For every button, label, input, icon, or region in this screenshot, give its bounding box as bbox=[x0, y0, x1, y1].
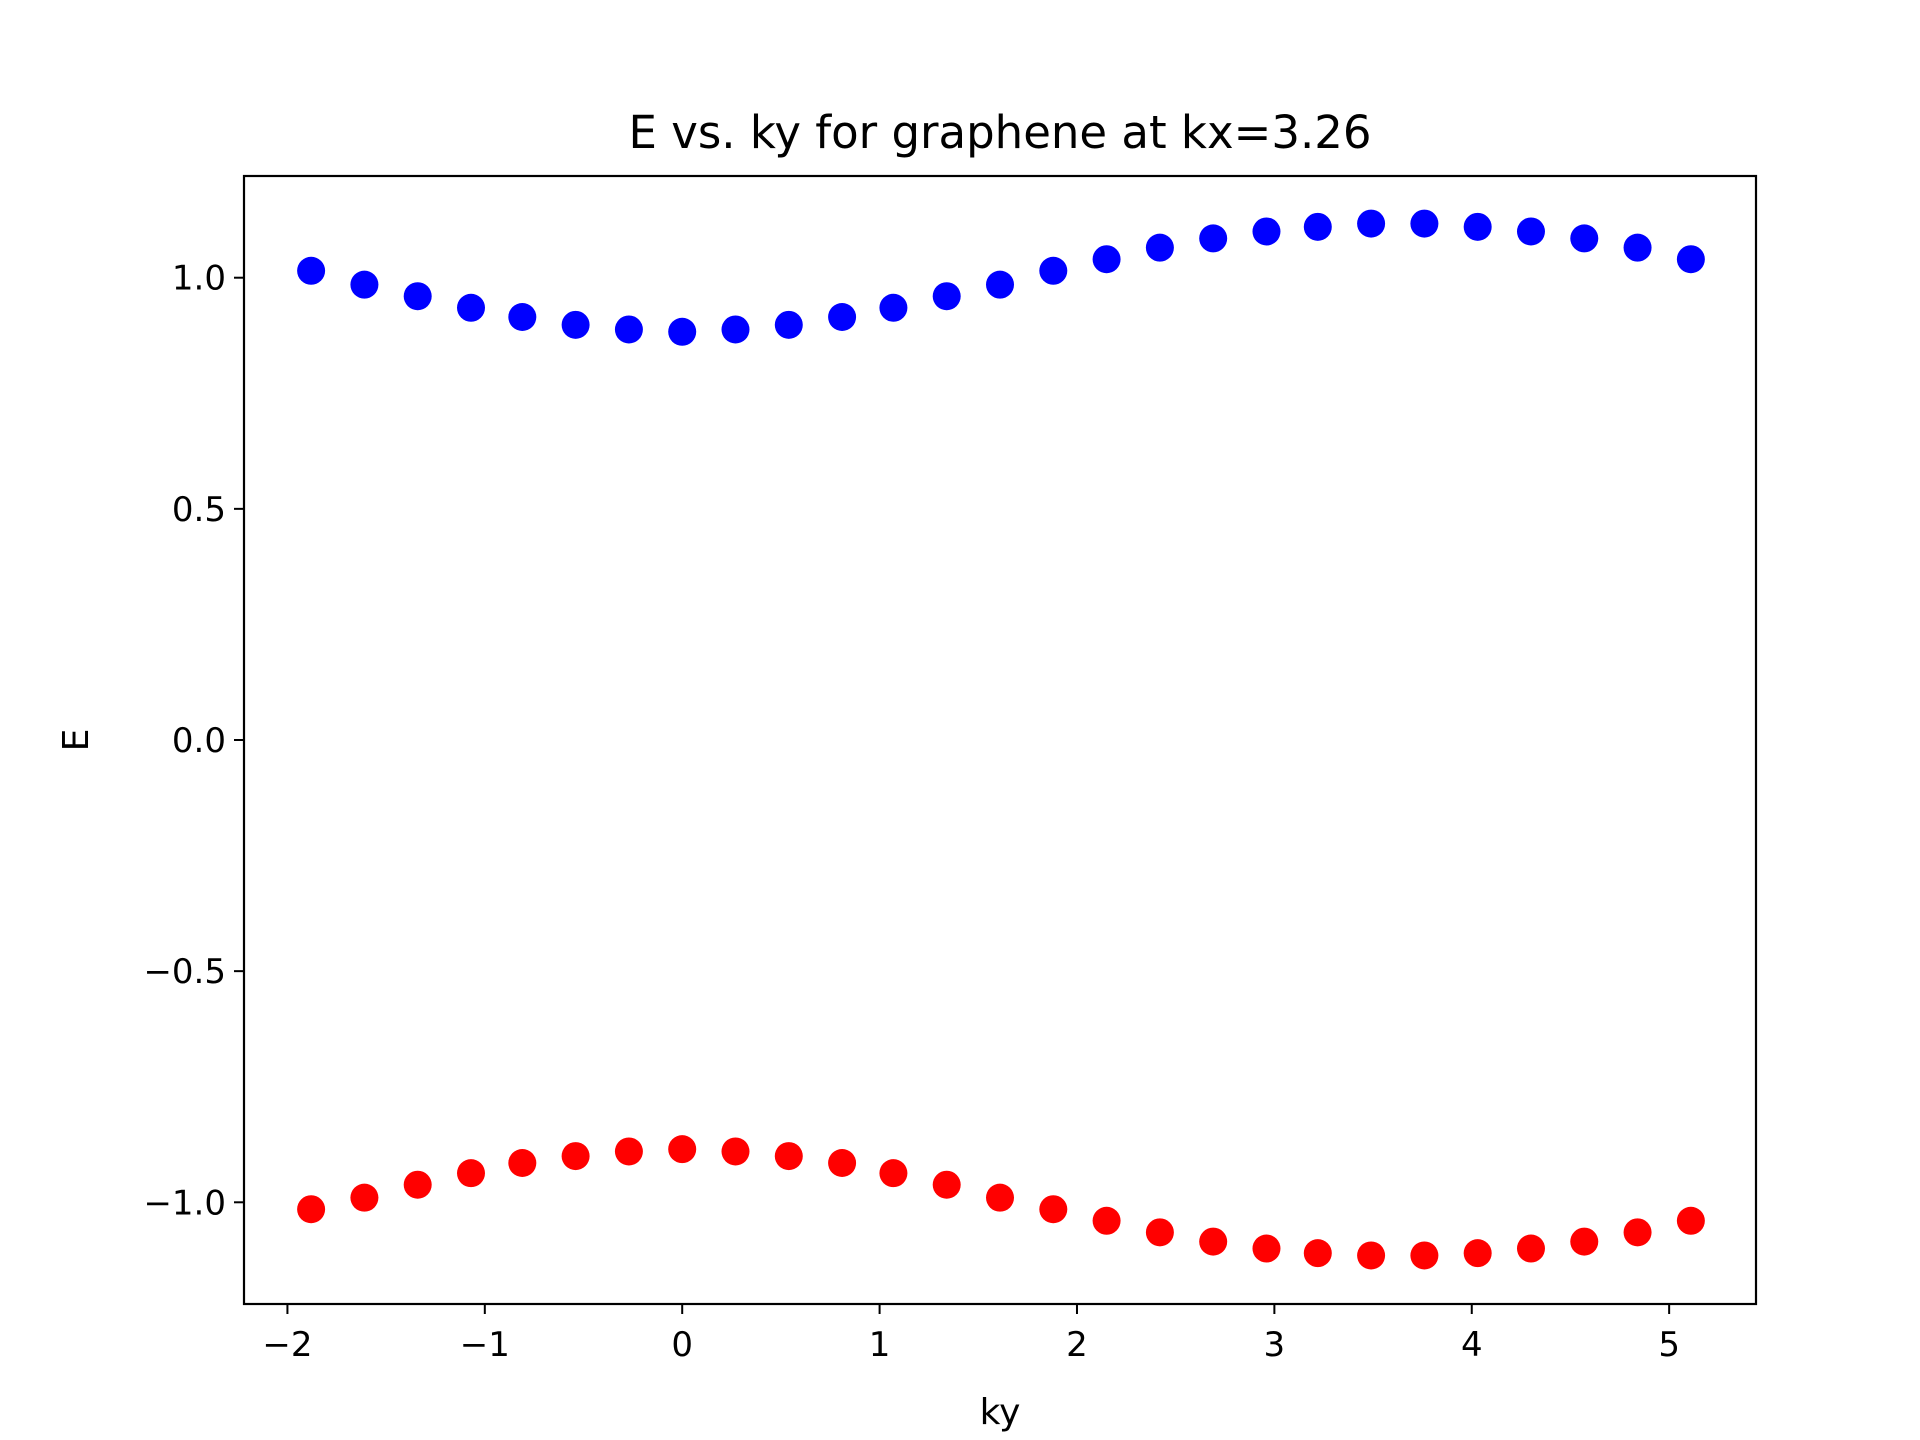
lower-band-point bbox=[932, 1170, 961, 1199]
upper-band-point bbox=[1092, 245, 1121, 274]
upper-band-point bbox=[1410, 209, 1439, 238]
upper-band-point bbox=[297, 256, 326, 285]
lower-band-point bbox=[668, 1135, 697, 1164]
lower-band-point bbox=[1463, 1239, 1492, 1268]
upper-band-point bbox=[614, 315, 643, 344]
upper-band-point bbox=[456, 293, 485, 322]
x-tick-label: 0 bbox=[671, 1325, 693, 1365]
lower-band-point bbox=[1252, 1234, 1281, 1263]
plot-area-frame bbox=[242, 174, 1758, 1306]
upper-band-point bbox=[1145, 233, 1174, 262]
lower-band-point bbox=[1570, 1227, 1599, 1256]
lower-band-point bbox=[774, 1142, 803, 1171]
lower-band-point bbox=[879, 1159, 908, 1188]
x-tick-label: 2 bbox=[1066, 1325, 1088, 1365]
lower-band-point bbox=[350, 1183, 379, 1212]
upper-band-point bbox=[1252, 217, 1281, 246]
upper-band-point bbox=[879, 293, 908, 322]
lower-band-point bbox=[1357, 1241, 1386, 1270]
upper-band-point bbox=[561, 310, 590, 339]
lower-band-point bbox=[614, 1137, 643, 1166]
lower-band-point bbox=[508, 1149, 537, 1177]
y-tick-label: 0.0 bbox=[172, 721, 226, 761]
x-axis-label: ky bbox=[980, 1392, 1021, 1433]
y-tick-label: −0.5 bbox=[143, 952, 226, 992]
y-tick-label: 1.0 bbox=[172, 259, 226, 299]
x-tick-label: 3 bbox=[1264, 1325, 1286, 1365]
upper-band-point bbox=[721, 315, 750, 344]
x-tick-label: 4 bbox=[1461, 1325, 1483, 1365]
lower-band-point bbox=[403, 1170, 432, 1199]
upper-band-point bbox=[350, 270, 379, 299]
lower-band-point bbox=[1092, 1206, 1121, 1235]
x-tick-label: −2 bbox=[262, 1325, 312, 1365]
upper-band-point bbox=[1676, 245, 1705, 274]
upper-band-point bbox=[1303, 212, 1332, 241]
upper-band-point bbox=[668, 317, 697, 346]
lower-band-point bbox=[297, 1195, 326, 1224]
upper-band-point bbox=[774, 310, 803, 339]
series-lower-band bbox=[297, 1135, 1705, 1270]
upper-band-point bbox=[1357, 209, 1386, 238]
upper-band-point bbox=[1570, 224, 1599, 253]
chart-title: E vs. ky for graphene at kx=3.26 bbox=[628, 106, 1371, 159]
lower-band-point bbox=[1199, 1227, 1228, 1256]
upper-band-point bbox=[1463, 212, 1492, 241]
x-tick-label: −1 bbox=[460, 1325, 510, 1365]
lower-band-point bbox=[1676, 1206, 1705, 1235]
lower-band-point bbox=[721, 1137, 750, 1166]
ticks-layer: −2 −1 0 1 2 3 4 5 −1.0 −0.5 0.0 0.5 1.0 bbox=[143, 259, 1680, 1365]
lower-band-point bbox=[1410, 1241, 1439, 1270]
y-tick-label: 0.5 bbox=[172, 490, 226, 530]
y-axis-label: E bbox=[56, 729, 97, 752]
upper-band-point bbox=[1516, 217, 1545, 246]
x-tick-label: 5 bbox=[1658, 1325, 1680, 1365]
lower-band-point bbox=[1516, 1234, 1545, 1263]
lower-band-point bbox=[1145, 1218, 1174, 1247]
upper-band-point bbox=[1039, 256, 1068, 285]
lower-band-point bbox=[1623, 1218, 1652, 1247]
lower-band-point bbox=[1039, 1195, 1068, 1224]
upper-band-point bbox=[508, 303, 537, 331]
upper-band-point bbox=[1623, 233, 1652, 262]
upper-band-point bbox=[932, 282, 961, 311]
upper-band-point bbox=[403, 282, 432, 311]
lower-band-point bbox=[828, 1149, 857, 1177]
lower-band-point bbox=[1303, 1239, 1332, 1268]
points-layer bbox=[297, 209, 1705, 1270]
upper-band-point bbox=[828, 303, 857, 331]
lower-band-point bbox=[561, 1142, 590, 1171]
y-tick-label: −1.0 bbox=[143, 1183, 226, 1223]
lower-band-point bbox=[986, 1183, 1014, 1212]
upper-band-point bbox=[986, 270, 1014, 299]
upper-band-point bbox=[1199, 224, 1228, 253]
x-tick-label: 1 bbox=[869, 1325, 891, 1365]
series-upper-band bbox=[297, 209, 1705, 346]
lower-band-point bbox=[456, 1159, 485, 1188]
